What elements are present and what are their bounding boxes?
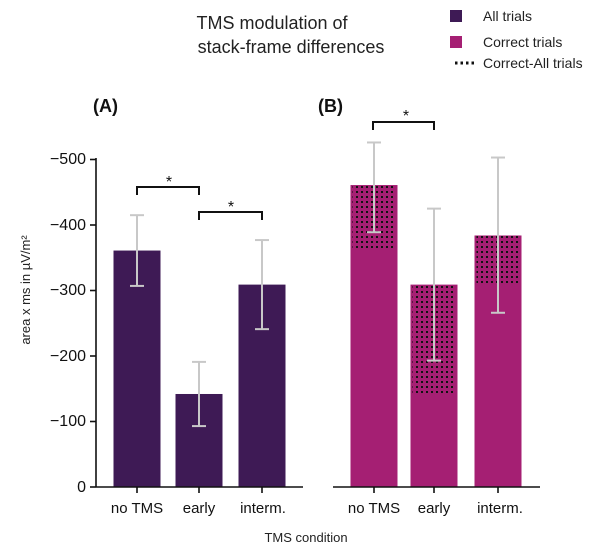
y-tick-labels: −500 −400 −300 −200 −100 0 [50,151,86,496]
x-axis-label: TMS condition [264,530,347,545]
x-tick-labels: no TMS early interm. no TMS early interm… [111,500,523,517]
significance-bracket [372,121,435,130]
legend-label-correct-trials: Correct trials [483,34,562,50]
sig-star-a-1: * [166,174,172,191]
chart-title-line-1: TMS modulation of [196,13,348,33]
panel-label-a: (A) [93,96,118,116]
x-tick-label-a-1: early [183,500,216,517]
y-tick-label: −200 [50,348,86,365]
legend-swatch-all-trials [450,10,462,22]
chart-title-line-2: stack-frame differences [198,37,385,57]
x-tick-label-a-0: no TMS [111,500,163,517]
y-axis-label: area x ms in µV/m² [18,235,33,345]
y-tick-label: −300 [50,282,86,299]
significance-bracket [136,186,200,195]
legend: All trials Correct trials Correct-All tr… [450,8,583,71]
legend-label-correct-all-trials: Correct-All trials [483,55,583,71]
legend-swatch-correct-trials [450,36,462,48]
significance-bracket [198,211,263,220]
x-tick-label-b-2: interm. [477,500,523,517]
x-tick-label-a-2: interm. [240,500,286,517]
y-tick-label: −500 [50,151,86,168]
panel-label-b: (B) [318,96,343,116]
y-tick-label: 0 [77,479,86,496]
legend-label-all-trials: All trials [483,8,532,24]
y-tick-label: −400 [50,217,86,234]
sig-star-b-1: * [403,108,409,125]
x-tick-label-b-1: early [418,500,451,517]
sig-star-a-2: * [228,199,234,216]
y-tick-label: −100 [50,413,86,430]
bar-all-trials [113,250,161,487]
x-tick-label-b-0: no TMS [348,500,400,517]
